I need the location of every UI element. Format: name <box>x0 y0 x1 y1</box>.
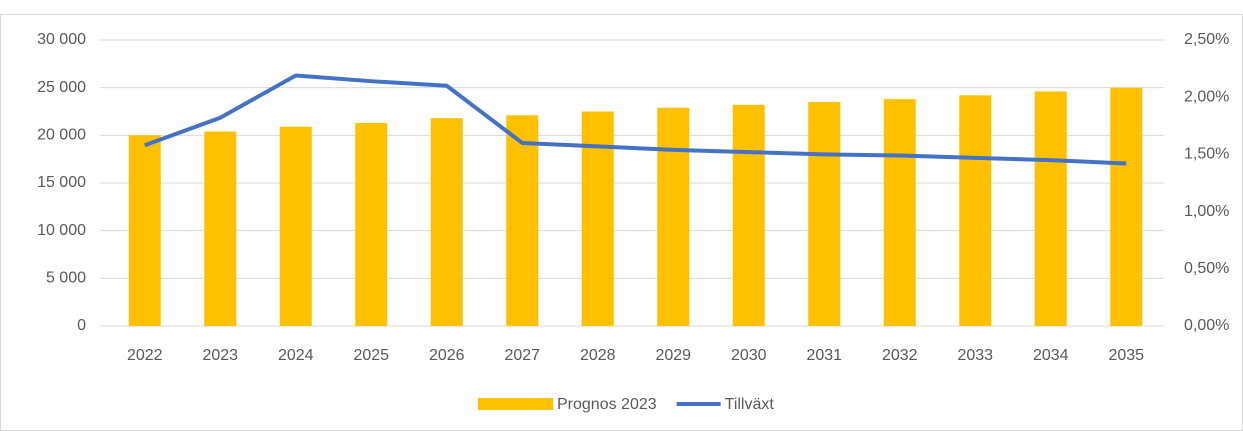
x-tick-label: 2023 <box>202 347 238 364</box>
x-tick-label: 2033 <box>957 347 993 364</box>
x-tick-label: 2030 <box>731 347 767 364</box>
x-tick-label: 2028 <box>580 347 616 364</box>
bar <box>279 126 312 327</box>
x-tick-label: 2022 <box>127 347 163 364</box>
y-tick-label: 10 000 <box>37 222 86 239</box>
bar <box>883 99 916 327</box>
x-tick-label: 2026 <box>429 347 465 364</box>
bar <box>1110 87 1143 327</box>
y-tick-label: 15 000 <box>37 174 86 191</box>
bar <box>128 135 161 326</box>
y-tick-label: 25 000 <box>37 79 86 96</box>
bar <box>430 118 463 326</box>
bar <box>581 111 614 326</box>
bar <box>204 131 237 326</box>
x-tick-label: 2031 <box>806 347 842 364</box>
bar <box>732 104 765 327</box>
x-tick-label: 2035 <box>1108 347 1144 364</box>
bar <box>1034 91 1067 326</box>
bar <box>506 115 539 327</box>
legend-swatch <box>478 398 553 410</box>
bar <box>355 122 388 326</box>
line <box>144 73 1127 166</box>
y-tick-label: 30 000 <box>37 31 86 48</box>
y2-tick-label: 2,00% <box>1184 88 1229 105</box>
x-tick-label: 2032 <box>882 347 918 364</box>
y-tick-label: 5 000 <box>46 270 86 287</box>
bar <box>657 107 690 326</box>
y2-tick-label: 1,00% <box>1184 203 1229 220</box>
x-tick-label: 2024 <box>278 347 314 364</box>
y2-tick-label: 1,50% <box>1184 146 1229 163</box>
legend-label: Prognos 2023 <box>557 396 657 413</box>
x-tick-label: 2027 <box>504 347 540 364</box>
y2-tick-label: 2,50% <box>1184 31 1229 48</box>
bar <box>959 95 992 326</box>
legend-label: Tillväxt <box>725 396 775 413</box>
x-tick-label: 2025 <box>353 347 389 364</box>
y-tick-label: 20 000 <box>37 127 86 144</box>
x-tick-label: 2029 <box>655 347 691 364</box>
y2-tick-label: 0,00% <box>1184 317 1229 334</box>
x-tick-label: 2034 <box>1033 347 1069 364</box>
y2-tick-label: 0,50% <box>1184 260 1229 277</box>
y-tick-label: 0 <box>77 317 86 334</box>
bar <box>808 101 841 326</box>
